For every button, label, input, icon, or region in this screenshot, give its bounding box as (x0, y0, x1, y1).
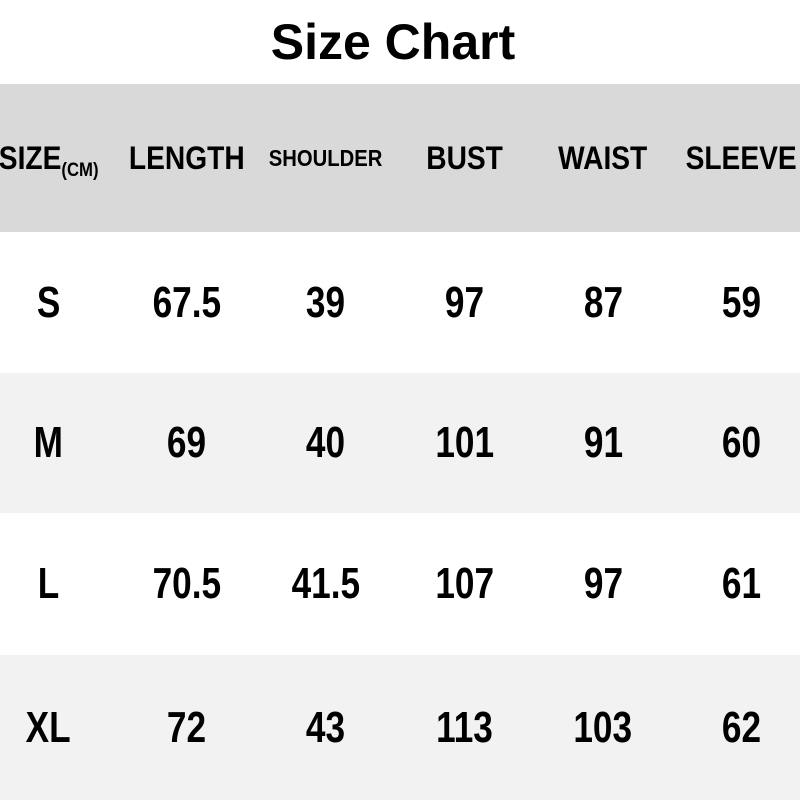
bust-cell: 97 (395, 232, 534, 373)
shoulder-cell: 41.5 (256, 513, 395, 655)
shoulder-value: 41.5 (291, 559, 360, 608)
waist-cell: 97 (534, 513, 672, 655)
size-value: L (37, 559, 60, 608)
length-cell: 67.5 (117, 232, 256, 373)
sleeve-value: 59 (721, 277, 761, 327)
size-cell: M (0, 373, 117, 513)
header-cell-size: SIZE(CM) (0, 84, 117, 232)
bust-cell: 113 (395, 655, 534, 800)
sleeve-value: 60 (721, 418, 761, 467)
size-unit-label: (CM) (61, 159, 99, 181)
waist-value: 91 (583, 418, 623, 467)
length-value: 69 (166, 418, 207, 467)
page-title: Size Chart (270, 14, 516, 70)
bust-cell: 107 (395, 513, 534, 655)
shoulder-value: 39 (305, 277, 346, 327)
size-header-label: SIZE(CM) (0, 139, 98, 181)
size-cell: L (0, 513, 117, 655)
size-value: S (36, 277, 61, 327)
bust-value: 97 (444, 277, 485, 327)
waist-cell: 103 (534, 655, 672, 800)
header-cell-bust: BUST (395, 84, 534, 232)
bust-value: 101 (435, 418, 494, 467)
bust-header-label: BUST (426, 139, 503, 176)
shoulder-value: 40 (305, 418, 346, 467)
waist-value: 87 (583, 277, 623, 327)
sleeve-value: 61 (721, 559, 761, 608)
shoulder-cell: 40 (256, 373, 395, 513)
bust-cell: 101 (395, 373, 534, 513)
length-cell: 70.5 (117, 513, 256, 655)
length-cell: 69 (117, 373, 256, 513)
waist-value: 103 (573, 702, 633, 752)
header-cell-sleeve: SLEEVE (672, 84, 800, 232)
length-value: 70.5 (152, 559, 221, 608)
size-value: M (33, 418, 64, 467)
sleeve-cell: 60 (672, 373, 800, 513)
bust-value: 113 (436, 702, 493, 752)
header-cell-shoulder: SHOULDER (256, 84, 395, 232)
shoulder-value: 43 (305, 702, 346, 752)
title-bar: Size Chart (0, 0, 800, 84)
sleeve-value: 62 (721, 702, 761, 752)
bust-value: 107 (435, 559, 494, 608)
length-header-label: LENGTH (128, 139, 245, 176)
waist-value: 97 (583, 559, 623, 608)
sleeve-cell: 61 (672, 513, 800, 655)
size-cell: XL (0, 655, 117, 800)
waist-cell: 91 (534, 373, 672, 513)
sleeve-cell: 59 (672, 232, 800, 373)
waist-cell: 87 (534, 232, 672, 373)
length-value: 72 (166, 702, 207, 752)
size-value: XL (25, 702, 71, 752)
sleeve-header-label: SLEEVE (685, 139, 797, 176)
size-chart-table: SIZE(CM) LENGTH SHOULDER BUST WAIST SLEE… (0, 84, 800, 800)
size-header-text: SIZE (0, 139, 62, 176)
length-value: 67.5 (152, 277, 221, 327)
header-cell-length: LENGTH (117, 84, 256, 232)
length-cell: 72 (117, 655, 256, 800)
shoulder-cell: 39 (256, 232, 395, 373)
shoulder-header-label: SHOULDER (268, 144, 383, 171)
header-cell-waist: WAIST (534, 84, 672, 232)
shoulder-cell: 43 (256, 655, 395, 800)
waist-header-label: WAIST (558, 139, 648, 176)
sleeve-cell: 62 (672, 655, 800, 800)
size-cell: S (0, 232, 117, 373)
